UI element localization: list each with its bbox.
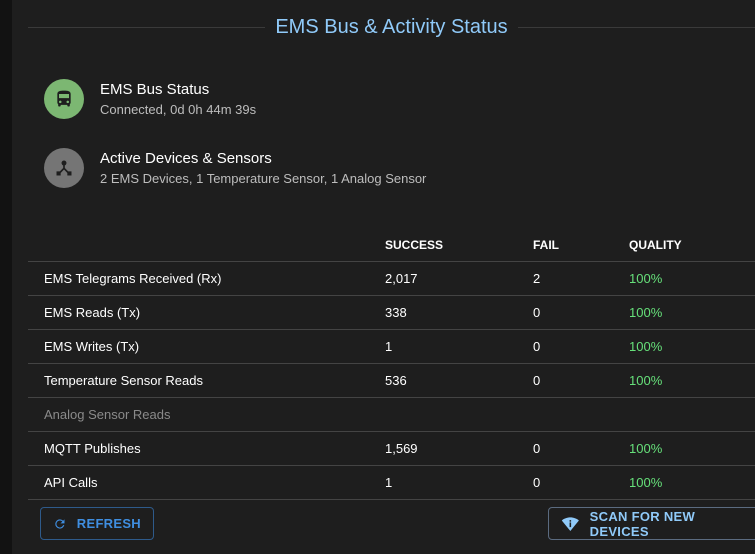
row-quality: 100% bbox=[628, 431, 755, 466]
row-success: 1 bbox=[384, 329, 532, 364]
row-fail: 0 bbox=[532, 295, 628, 330]
row-success: 536 bbox=[384, 363, 532, 398]
devices-title: Active Devices & Sensors bbox=[100, 150, 272, 167]
row-quality: 100% bbox=[628, 261, 755, 296]
title-row: EMS Bus & Activity Status bbox=[28, 14, 755, 40]
row-fail: 0 bbox=[532, 329, 628, 364]
bus-icon bbox=[44, 79, 84, 119]
row-success bbox=[384, 397, 532, 432]
row-quality bbox=[628, 397, 755, 432]
divider bbox=[28, 26, 266, 28]
row-fail: 2 bbox=[532, 261, 628, 296]
row-success: 1 bbox=[384, 465, 532, 500]
row-quality: 100% bbox=[628, 363, 755, 398]
table-row: EMS Telegrams Received (Rx) 2,017 2 100% bbox=[28, 261, 755, 296]
activity-table: SUCCESS FAIL QUALITY EMS Telegrams Recei… bbox=[28, 228, 755, 500]
bus-status-title: EMS Bus Status bbox=[100, 81, 210, 98]
row-label: MQTT Publishes bbox=[28, 431, 384, 466]
row-label: EMS Writes (Tx) bbox=[28, 329, 384, 364]
row-fail: 0 bbox=[532, 465, 628, 500]
row-label: EMS Telegrams Received (Rx) bbox=[28, 261, 384, 296]
row-success: 2,017 bbox=[384, 261, 532, 296]
scan-devices-button[interactable]: SCAN FOR NEW DEVICES bbox=[548, 507, 755, 540]
wifi-info-icon bbox=[561, 516, 579, 531]
row-label: EMS Reads (Tx) bbox=[28, 295, 384, 330]
refresh-label: REFRESH bbox=[76, 516, 141, 531]
bus-status-item: EMS Bus Status Connected, 0d 0h 44m 39s bbox=[44, 79, 256, 119]
table-row: Temperature Sensor Reads 536 0 100% bbox=[28, 363, 755, 398]
row-label: Analog Sensor Reads bbox=[28, 397, 384, 432]
header-success: SUCCESS bbox=[384, 228, 532, 262]
header-fail: FAIL bbox=[532, 228, 628, 262]
row-label: API Calls bbox=[28, 465, 384, 500]
table-row: EMS Writes (Tx) 1 0 100% bbox=[28, 329, 755, 364]
table-row: Analog Sensor Reads bbox=[28, 397, 755, 432]
page-title: EMS Bus & Activity Status bbox=[275, 15, 508, 38]
table-row: EMS Reads (Tx) 338 0 100% bbox=[28, 295, 755, 330]
table-row: MQTT Publishes 1,569 0 100% bbox=[28, 431, 755, 466]
row-label: Temperature Sensor Reads bbox=[28, 363, 384, 398]
row-fail: 0 bbox=[532, 363, 628, 398]
table-row: API Calls 1 0 100% bbox=[28, 465, 755, 500]
row-quality: 100% bbox=[628, 329, 755, 364]
status-panel: EMS Bus & Activity Status EMS Bus Status… bbox=[12, 0, 755, 554]
header-label bbox=[28, 228, 384, 262]
divider bbox=[517, 26, 755, 28]
row-fail bbox=[532, 397, 628, 432]
refresh-icon bbox=[55, 518, 65, 529]
row-success: 1,569 bbox=[384, 431, 532, 466]
device-hub-icon bbox=[44, 148, 84, 188]
row-fail: 0 bbox=[532, 431, 628, 466]
devices-subtitle: 2 EMS Devices, 1 Temperature Sensor, 1 A… bbox=[100, 171, 427, 186]
row-quality: 100% bbox=[628, 295, 755, 330]
row-quality: 100% bbox=[628, 465, 755, 500]
row-success: 338 bbox=[384, 295, 532, 330]
bus-status-subtitle: Connected, 0d 0h 44m 39s bbox=[100, 102, 257, 117]
scan-label: SCAN FOR NEW DEVICES bbox=[589, 508, 696, 539]
refresh-button[interactable]: REFRESH bbox=[40, 507, 154, 540]
table-header: SUCCESS FAIL QUALITY bbox=[28, 228, 755, 262]
devices-status-item: Active Devices & Sensors 2 EMS Devices, … bbox=[44, 148, 426, 188]
header-quality: QUALITY bbox=[628, 228, 755, 262]
